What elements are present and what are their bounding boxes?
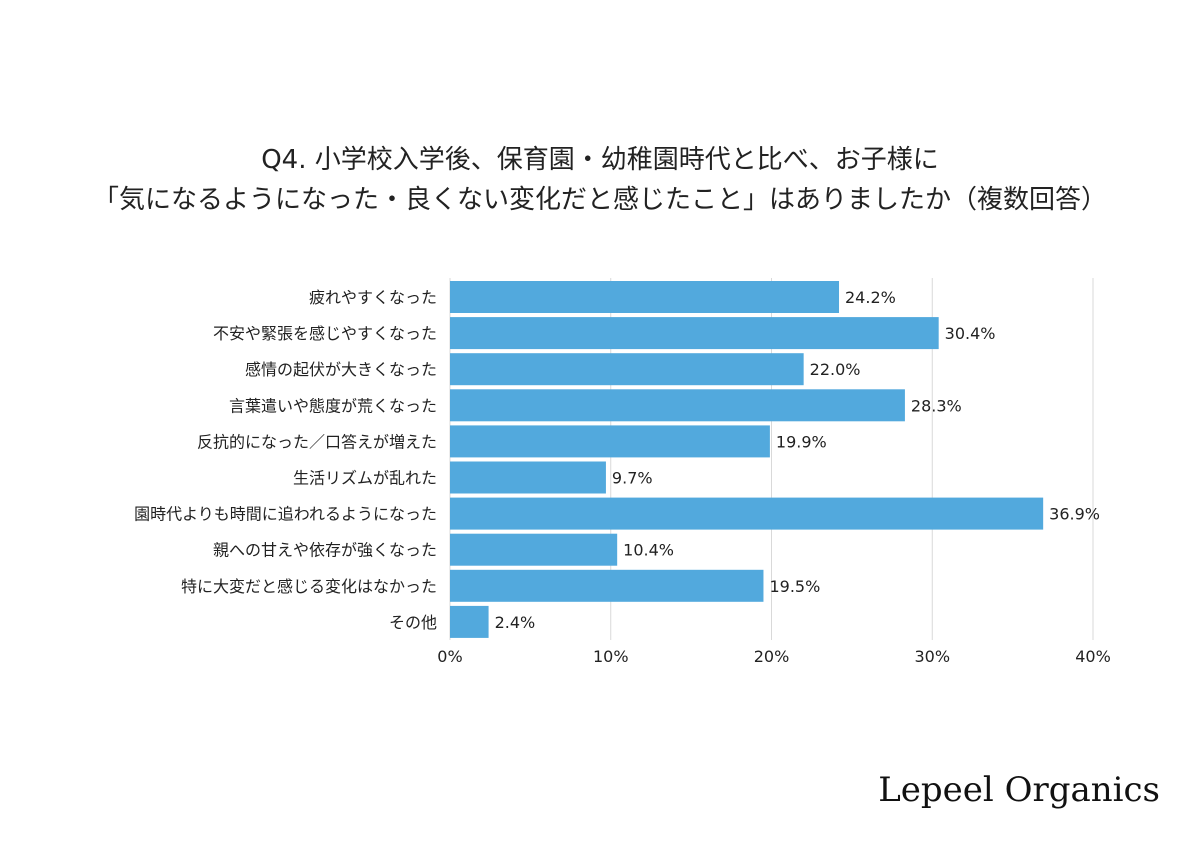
bar xyxy=(450,317,939,350)
value-label: 19.5% xyxy=(769,577,820,596)
x-tick-label: 0% xyxy=(437,647,462,666)
value-label: 24.2% xyxy=(845,288,896,307)
x-tick-label: 30% xyxy=(914,647,950,666)
bar xyxy=(450,461,606,494)
chart-title-line-2: 「気になるようになった・良くない変化だと感じたこと」はありましたか（複数回答） xyxy=(92,185,1107,215)
value-label: 19.9% xyxy=(776,432,827,451)
category-label: 親への甘えや依存が強くなった xyxy=(213,541,437,560)
value-labels: 24.2% 30.4% 22.0% 28.3% 19.9% 9.7% 36.9% 10.4% 1… xyxy=(495,288,1100,632)
value-label: 10.4% xyxy=(623,541,674,560)
bar xyxy=(450,425,770,458)
bar xyxy=(450,281,840,313)
x-axis-ticks: 0% 10% 20% 30% 40% xyxy=(437,647,1110,666)
category-label: その他 xyxy=(389,613,437,632)
category-label: 言葉遣いや態度が荒くなった xyxy=(229,396,437,415)
bars xyxy=(450,281,1044,638)
x-tick-label: 20% xyxy=(754,647,790,666)
category-label: 反抗的になった／口答えが増えた xyxy=(197,432,437,451)
chart-title: Q4. 小学校入学後、保育園・幼稚園時代と比べ、お子様に 「気になるようになった… xyxy=(0,140,1200,220)
value-label: 9.7% xyxy=(612,469,653,488)
value-label: 2.4% xyxy=(495,613,536,632)
value-label: 22.0% xyxy=(810,360,861,379)
category-label: 特に大変だと感じる変化はなかった xyxy=(181,577,437,596)
x-tick-label: 40% xyxy=(1075,647,1111,666)
category-label: 不安や緊張を感じやすくなった xyxy=(213,324,437,343)
category-label: 生活リズムが乱れた xyxy=(293,469,437,488)
bar xyxy=(450,569,764,602)
bar xyxy=(450,389,905,422)
bar xyxy=(450,533,618,566)
bar xyxy=(450,497,1044,530)
category-label: 感情の起伏が大きくなった xyxy=(245,360,437,379)
x-tick-label: 10% xyxy=(593,647,629,666)
bar xyxy=(450,353,804,386)
brand-logo-text: Lepeel Organics xyxy=(878,770,1160,810)
bar xyxy=(450,605,489,638)
category-label: 園時代よりも時間に追われるようになった xyxy=(134,505,437,524)
value-label: 36.9% xyxy=(1049,505,1100,524)
value-label: 28.3% xyxy=(911,396,962,415)
category-label: 疲れやすくなった xyxy=(309,288,437,307)
category-labels: 疲れやすくなった不安や緊張を感じやすくなった感情の起伏が大きくなった言葉遣いや態… xyxy=(134,288,437,632)
value-label: 30.4% xyxy=(945,324,996,343)
chart-title-line-1: Q4. 小学校入学後、保育園・幼稚園時代と比べ、お子様に xyxy=(261,145,939,175)
